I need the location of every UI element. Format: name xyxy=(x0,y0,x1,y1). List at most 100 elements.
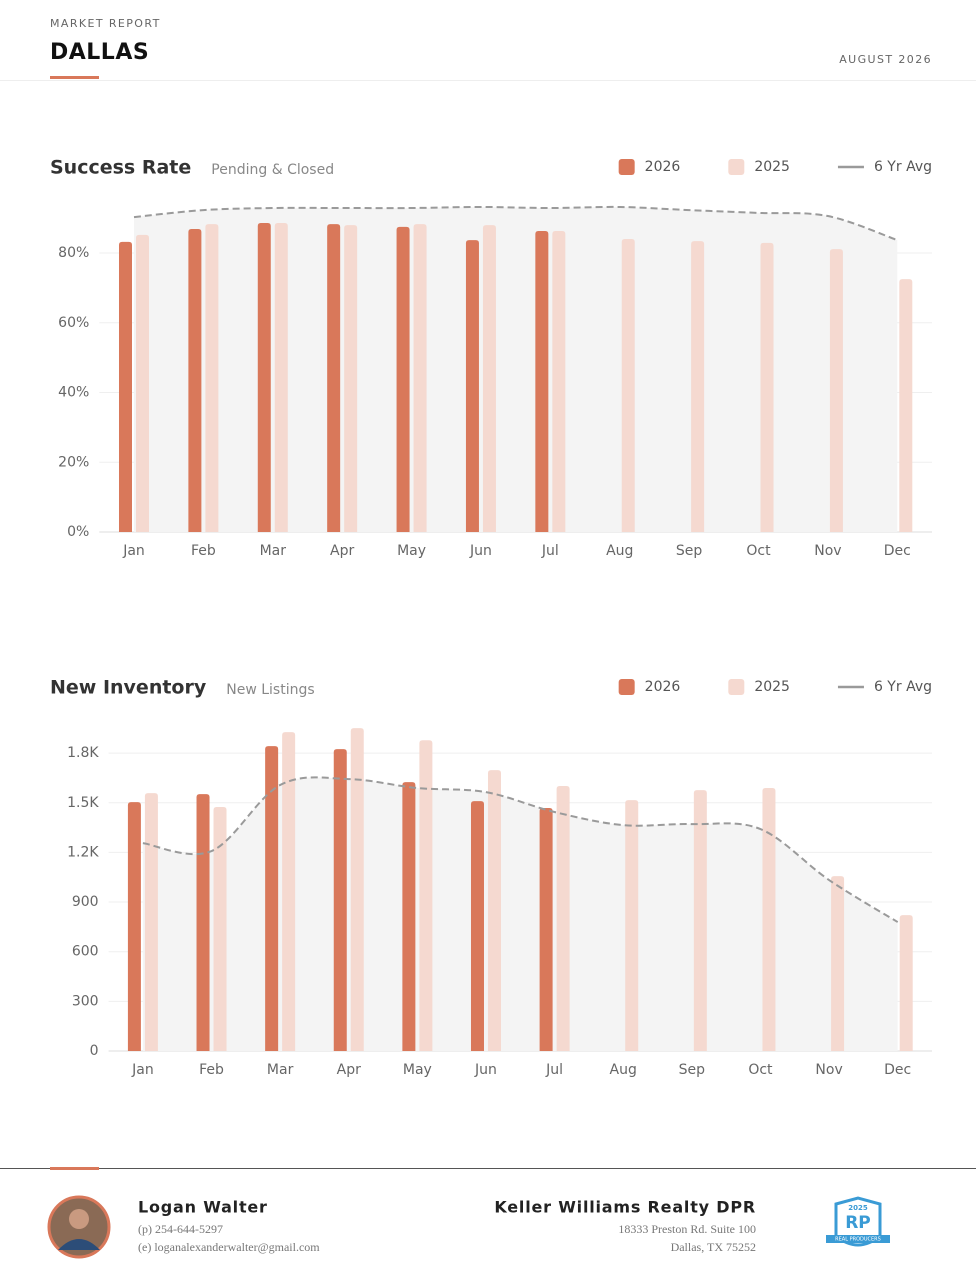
x-tick-label: Feb xyxy=(191,543,216,559)
avg-area xyxy=(142,777,898,1051)
x-tick-label: May xyxy=(397,543,426,559)
bar xyxy=(899,915,913,1051)
legend-label: 2025 xyxy=(754,679,790,695)
avg-line xyxy=(142,776,899,923)
x-tick-label: Sep xyxy=(676,543,703,559)
bar xyxy=(470,801,484,1051)
agent-name: Logan Walter xyxy=(138,1198,268,1217)
bar xyxy=(419,740,433,1051)
y-tick-label: 300 xyxy=(72,993,99,1009)
bar xyxy=(625,800,639,1051)
bar xyxy=(621,239,635,533)
bar xyxy=(265,746,279,1051)
bar xyxy=(213,807,227,1051)
bar xyxy=(487,770,501,1051)
x-tick-label: Sep xyxy=(679,1062,706,1078)
y-tick-label: 600 xyxy=(72,944,99,960)
chart-subtitle: Pending & Closed xyxy=(211,162,334,178)
bar xyxy=(899,279,913,532)
bar xyxy=(135,234,149,532)
x-tick-label: May xyxy=(403,1062,432,1078)
bar xyxy=(327,224,341,532)
bar xyxy=(413,224,427,532)
bar xyxy=(196,794,210,1051)
x-tick-label: Apr xyxy=(337,1062,361,1078)
city: DALLAS xyxy=(50,40,149,65)
x-tick-label: Dec xyxy=(884,1062,911,1078)
bar xyxy=(831,876,845,1051)
avg-area xyxy=(133,206,898,532)
legend-swatch xyxy=(618,159,635,175)
avatar xyxy=(47,1195,111,1259)
chart-subtitle: New Listings xyxy=(226,682,314,698)
bar xyxy=(333,749,347,1051)
bar xyxy=(188,228,202,532)
agent-email: (e) loganalexanderwalter@gmail.com xyxy=(138,1240,320,1254)
y-tick-label: 60% xyxy=(58,315,89,331)
bar xyxy=(829,249,843,532)
bar xyxy=(556,786,570,1051)
header-accent xyxy=(50,76,99,79)
x-tick-label: Oct xyxy=(748,1062,773,1078)
chart-title: Success Rate xyxy=(50,157,191,179)
y-tick-label: 80% xyxy=(58,245,89,261)
x-tick-label: Oct xyxy=(746,543,771,559)
bar xyxy=(144,793,158,1051)
x-tick-label: Apr xyxy=(330,543,354,559)
report-label: MARKET REPORT xyxy=(50,17,161,30)
x-tick-label: Jul xyxy=(545,1062,563,1078)
bar xyxy=(344,225,358,532)
address-line-1: 18333 Preston Rd. Suite 100 xyxy=(618,1222,756,1236)
legend-swatch xyxy=(728,679,745,695)
x-tick-label: Mar xyxy=(260,543,287,559)
bar xyxy=(402,782,416,1051)
bar xyxy=(539,808,553,1051)
x-tick-label: Nov xyxy=(814,543,841,559)
x-tick-label: Mar xyxy=(267,1062,294,1078)
bar xyxy=(205,224,219,532)
report-date: AUGUST 2026 xyxy=(839,53,932,66)
y-tick-label: 1.8K xyxy=(67,745,99,761)
bar xyxy=(282,732,296,1051)
bar xyxy=(350,728,364,1051)
avg-line xyxy=(133,205,898,242)
x-tick-label: Aug xyxy=(610,1062,637,1078)
legend-label: 2026 xyxy=(645,159,681,175)
bar xyxy=(691,241,705,532)
y-tick-label: 0 xyxy=(90,1043,99,1059)
x-tick-label: Jun xyxy=(469,543,492,559)
badge: 2025 RP REAL PRODUCERS xyxy=(826,1196,890,1247)
bar xyxy=(693,790,707,1051)
y-tick-label: 1.2K xyxy=(67,844,99,860)
chart-title: New Inventory xyxy=(50,677,207,699)
x-tick-label: Jul xyxy=(541,543,559,559)
address-line-2: Dallas, TX 75252 xyxy=(671,1240,756,1254)
bar xyxy=(535,231,549,532)
y-tick-label: 1.5K xyxy=(67,795,99,811)
x-tick-label: Aug xyxy=(606,543,633,559)
badge-year: 2025 xyxy=(848,1204,868,1212)
bar xyxy=(396,226,410,532)
x-tick-label: Jun xyxy=(474,1062,497,1078)
badge-letters: RP xyxy=(845,1213,871,1233)
y-tick-label: 40% xyxy=(58,385,89,401)
company: Keller Williams Realty DPR xyxy=(494,1198,756,1217)
legend-swatch xyxy=(728,159,745,175)
bar xyxy=(118,241,132,532)
bar xyxy=(257,223,271,532)
x-tick-label: Jan xyxy=(131,1062,154,1078)
bar xyxy=(274,223,288,532)
badge-caption: REAL PRODUCERS xyxy=(835,1237,881,1243)
legend-label: 6 Yr Avg xyxy=(874,679,932,695)
bar xyxy=(760,242,774,532)
bar xyxy=(127,802,141,1051)
x-tick-label: Feb xyxy=(199,1062,224,1078)
x-tick-label: Nov xyxy=(815,1062,842,1078)
bar xyxy=(552,231,566,532)
bar xyxy=(762,788,776,1051)
y-tick-label: 20% xyxy=(58,454,89,470)
bar xyxy=(482,225,496,532)
x-tick-label: Jan xyxy=(122,543,145,559)
footer-accent xyxy=(50,1167,99,1170)
